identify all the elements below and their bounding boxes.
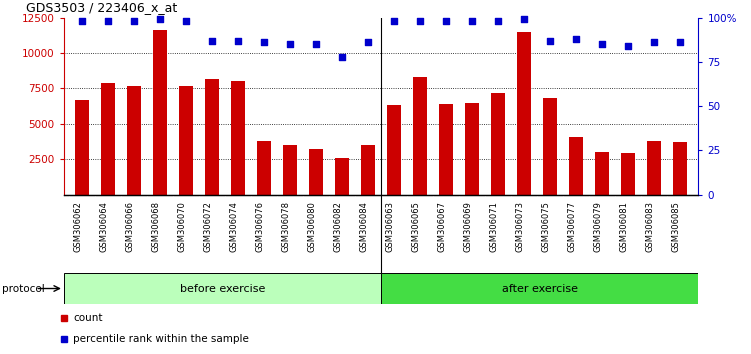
Text: GSM306074: GSM306074	[229, 201, 238, 252]
Text: GSM306073: GSM306073	[515, 201, 524, 252]
Text: GSM306080: GSM306080	[307, 201, 316, 252]
Bar	[387, 105, 401, 195]
Text: GSM306072: GSM306072	[203, 201, 212, 252]
Text: GSM306079: GSM306079	[593, 201, 602, 252]
Point	[622, 43, 634, 49]
Text: GSM306067: GSM306067	[437, 201, 446, 252]
Bar	[64, 273, 382, 304]
Bar	[127, 86, 141, 195]
Point	[544, 38, 556, 44]
Text: GSM306085: GSM306085	[671, 201, 680, 252]
Point	[258, 40, 270, 45]
Text: GSM306082: GSM306082	[333, 201, 342, 252]
Bar	[647, 141, 662, 195]
Point	[466, 18, 478, 24]
Bar	[205, 79, 219, 195]
Point	[232, 38, 244, 44]
Text: GSM306066: GSM306066	[125, 201, 134, 252]
Point	[284, 41, 296, 47]
Text: count: count	[74, 313, 103, 323]
Point	[518, 17, 530, 22]
Bar	[101, 83, 115, 195]
Point	[206, 38, 218, 44]
Point	[388, 18, 400, 24]
Bar	[569, 137, 584, 195]
Text: GSM306077: GSM306077	[567, 201, 576, 252]
Point	[102, 18, 114, 24]
Bar	[179, 86, 193, 195]
Text: GSM306075: GSM306075	[541, 201, 550, 252]
Bar	[231, 81, 246, 195]
Text: after exercise: after exercise	[502, 284, 578, 293]
Text: percentile rank within the sample: percentile rank within the sample	[74, 334, 249, 344]
Text: protocol: protocol	[2, 284, 45, 293]
Bar	[595, 152, 609, 195]
Text: GSM306064: GSM306064	[99, 201, 108, 252]
Point	[128, 18, 140, 24]
Bar	[465, 103, 479, 195]
Point	[492, 18, 504, 24]
Bar	[361, 145, 376, 195]
Bar	[257, 141, 271, 195]
Point	[76, 18, 88, 24]
Bar	[621, 153, 635, 195]
Bar	[673, 142, 687, 195]
Point	[674, 40, 686, 45]
Text: GSM306062: GSM306062	[73, 201, 82, 252]
Bar	[439, 104, 454, 195]
Point	[648, 40, 660, 45]
Point	[362, 40, 374, 45]
Bar	[153, 30, 167, 195]
Text: GSM306071: GSM306071	[489, 201, 498, 252]
Text: GSM306068: GSM306068	[151, 201, 160, 252]
Bar	[491, 93, 505, 195]
Point	[180, 18, 192, 24]
Bar	[517, 32, 531, 195]
Text: before exercise: before exercise	[179, 284, 265, 293]
Text: GSM306084: GSM306084	[359, 201, 368, 252]
Bar	[75, 100, 89, 195]
Point	[596, 41, 608, 47]
Point	[310, 41, 322, 47]
Bar	[413, 77, 427, 195]
Bar	[335, 158, 349, 195]
Bar	[309, 149, 323, 195]
Text: GSM306081: GSM306081	[620, 201, 628, 252]
Bar	[283, 145, 297, 195]
Text: GSM306065: GSM306065	[411, 201, 420, 252]
Bar	[382, 273, 698, 304]
Text: GSM306078: GSM306078	[281, 201, 290, 252]
Point	[570, 36, 582, 42]
Bar	[543, 98, 557, 195]
Text: GSM306063: GSM306063	[385, 201, 394, 252]
Point	[440, 18, 452, 24]
Point	[154, 17, 166, 22]
Point	[414, 18, 426, 24]
Text: GDS3503 / 223406_x_at: GDS3503 / 223406_x_at	[26, 1, 177, 14]
Text: GSM306076: GSM306076	[255, 201, 264, 252]
Text: GSM306083: GSM306083	[645, 201, 654, 252]
Text: GSM306070: GSM306070	[177, 201, 186, 252]
Point	[336, 54, 348, 59]
Text: GSM306069: GSM306069	[463, 201, 472, 252]
